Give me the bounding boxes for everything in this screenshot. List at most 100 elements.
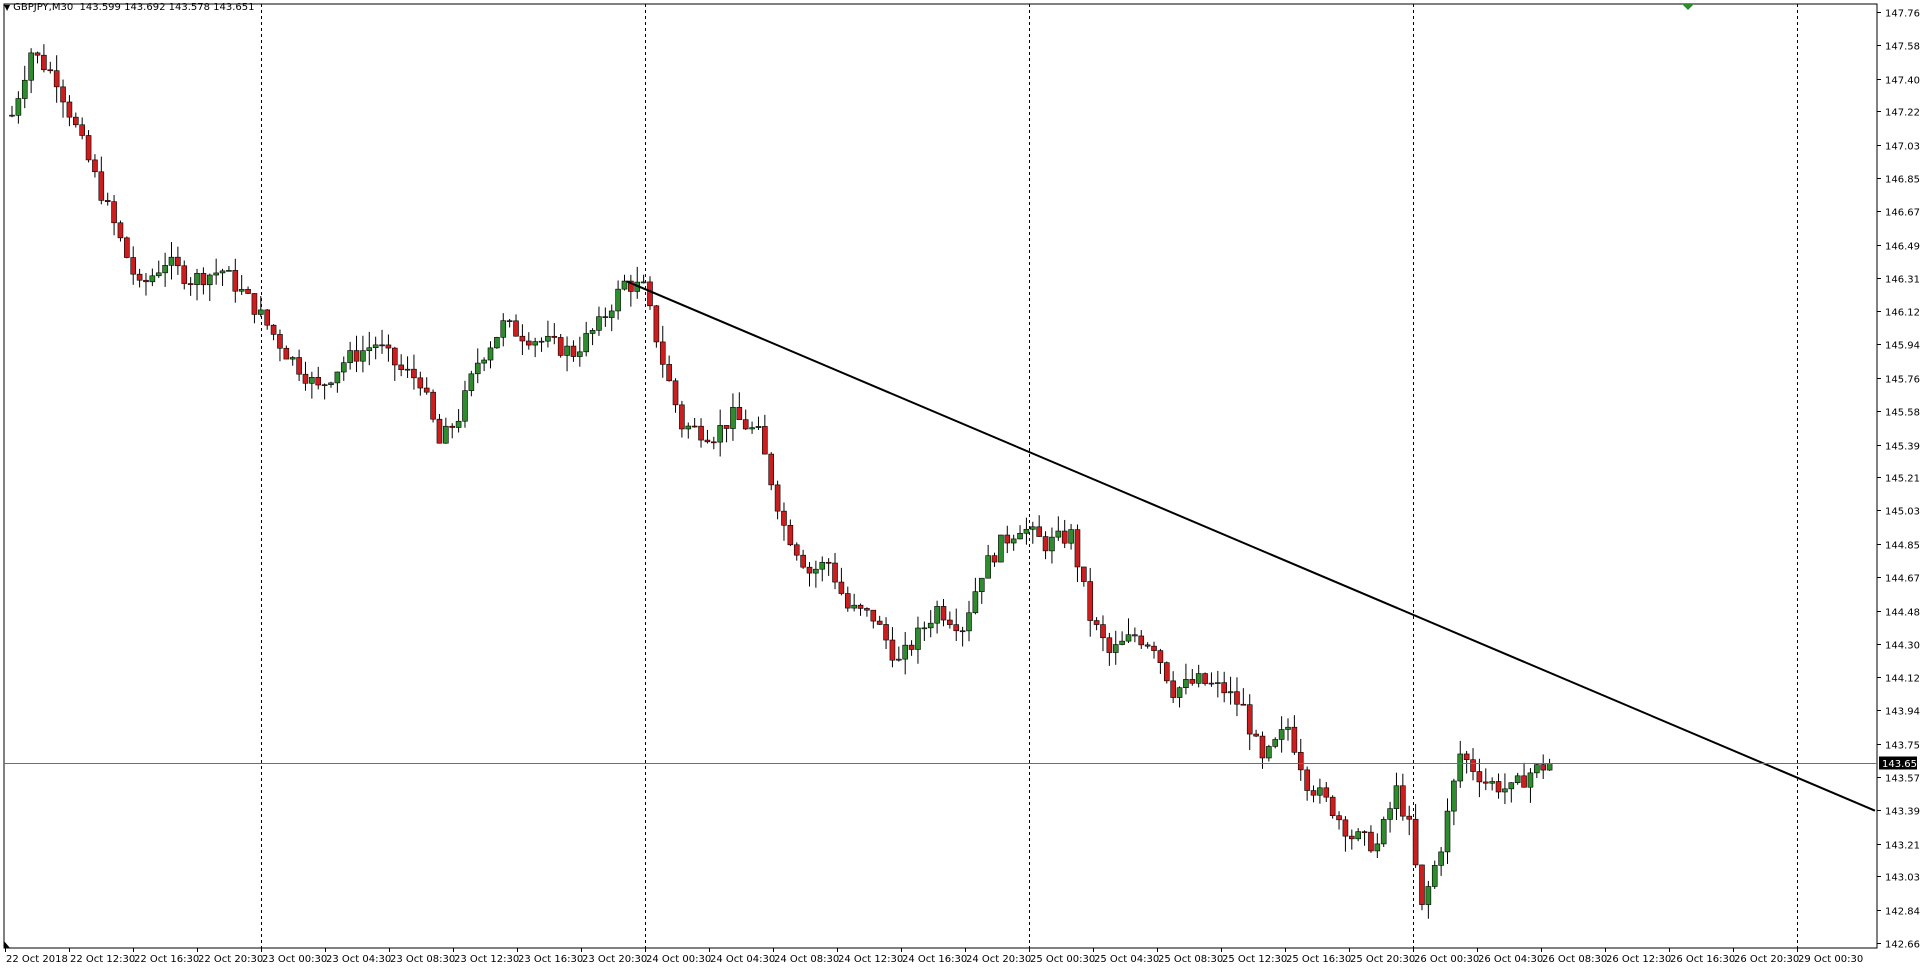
candle-bull: [1514, 775, 1521, 783]
x-tick-label: 23 Oct 08:30: [390, 954, 455, 965]
x-tick-label: 25 Oct 00:30: [1030, 954, 1095, 965]
candle-bear: [41, 54, 47, 71]
candle-bull: [487, 347, 494, 361]
y-tick-label: 144.670: [1885, 574, 1920, 585]
candle-bear: [1087, 581, 1094, 621]
candle-bear: [832, 562, 838, 583]
candle-bear: [187, 283, 194, 285]
candle-bull: [1068, 529, 1074, 544]
y-tick-label: 146.490: [1885, 242, 1920, 253]
chart-shift-marker: [1682, 4, 1694, 10]
candle-bear: [864, 608, 870, 611]
y-tick-label: 146.125: [1885, 308, 1920, 319]
candle-bear: [1310, 790, 1317, 796]
candle-bear: [1470, 759, 1476, 772]
candle-bull: [730, 407, 736, 429]
x-tick-label: 25 Oct 12:30: [1222, 954, 1287, 965]
x-tick-label: 25 Oct 08:30: [1158, 954, 1223, 965]
candle-bear: [98, 171, 105, 201]
candle-bear: [883, 624, 889, 641]
x-tick-label: 22 Oct 12:30: [70, 954, 135, 965]
corner-marker: [4, 941, 10, 948]
candle-bear: [1253, 733, 1259, 737]
candle-bear: [296, 357, 302, 375]
candle-bull: [1285, 726, 1291, 730]
candle-bull: [238, 288, 245, 292]
candle-bull: [685, 425, 692, 430]
candle-bull: [366, 347, 373, 351]
candle-bear: [1151, 645, 1157, 651]
candle-bear: [200, 272, 207, 286]
x-tick-label: 24 Oct 04:30: [710, 954, 775, 965]
candle-bull: [1030, 526, 1036, 530]
candle-bull: [538, 340, 545, 343]
candle-bull: [1278, 729, 1285, 740]
candle-bear: [679, 404, 685, 430]
candle-bear: [844, 593, 851, 609]
candle-bear: [104, 200, 111, 202]
triangle-down-icon[interactable]: ▼: [4, 3, 11, 12]
candle-bull: [1355, 831, 1361, 840]
candle-bull: [404, 368, 411, 371]
candle-bull: [1387, 808, 1393, 820]
candle-bear: [1361, 831, 1368, 833]
candle-bull: [474, 362, 481, 375]
candle-bear: [423, 387, 430, 393]
candle-bull: [1451, 780, 1457, 812]
candle-bear: [1304, 769, 1310, 791]
candle-bear: [838, 581, 845, 594]
candle-bear: [787, 524, 794, 546]
candle-bull: [1208, 682, 1215, 685]
candle-bull: [1215, 682, 1221, 684]
candle-bear: [947, 619, 953, 625]
candle-bull: [1546, 763, 1553, 771]
candle-bull: [1393, 785, 1400, 809]
candle-bull: [1444, 810, 1451, 853]
x-tick-label: 23 Oct 00:30: [262, 954, 327, 965]
candle-bull: [1508, 782, 1515, 790]
candle-bull: [1183, 679, 1189, 688]
candle-bear: [111, 201, 117, 224]
candle-bull: [1527, 772, 1534, 788]
candle-bull: [1125, 634, 1132, 642]
y-tick-label: 143.940: [1885, 707, 1920, 718]
candle-bull: [896, 658, 902, 661]
candle-bull: [1195, 673, 1202, 684]
candle-bear: [66, 101, 73, 118]
y-tick-label: 143.210: [1885, 841, 1920, 852]
candle-bear: [117, 222, 124, 239]
candle-bull: [1272, 739, 1279, 747]
candle-bear: [411, 368, 417, 379]
candle-bear: [1061, 530, 1068, 544]
candle-bull: [443, 425, 449, 444]
candle-bull: [494, 336, 500, 349]
y-tick-label: 144.850: [1885, 541, 1920, 552]
candle-bear: [1074, 529, 1081, 568]
x-tick-label: 25 Oct 20:30: [1350, 954, 1415, 965]
candle-bear: [1495, 781, 1502, 793]
candle-bull: [755, 426, 762, 428]
y-tick-label: 145.215: [1885, 474, 1920, 485]
y-tick-label: 144.120: [1885, 674, 1920, 685]
candle-bear: [825, 561, 832, 564]
candle-bull: [162, 265, 168, 274]
candle-bear: [1323, 787, 1330, 798]
candle-bear: [1170, 680, 1176, 698]
candle-bull: [1112, 644, 1119, 653]
candle-bear: [175, 256, 181, 267]
candle-bear: [449, 425, 456, 428]
x-tick-label: 25 Oct 04:30: [1094, 954, 1159, 965]
candle-bear: [181, 265, 188, 284]
candle-bull: [1374, 843, 1381, 852]
candle-bull: [927, 622, 934, 629]
y-tick-label: 145.580: [1885, 408, 1920, 419]
candle-bear: [806, 566, 813, 574]
candle-bull: [194, 272, 200, 285]
y-tick-label: 145.035: [1885, 507, 1920, 518]
candle-bear: [92, 159, 98, 173]
candle-bear: [277, 334, 283, 349]
candle-bull: [532, 341, 538, 346]
candle-bear: [908, 644, 915, 650]
